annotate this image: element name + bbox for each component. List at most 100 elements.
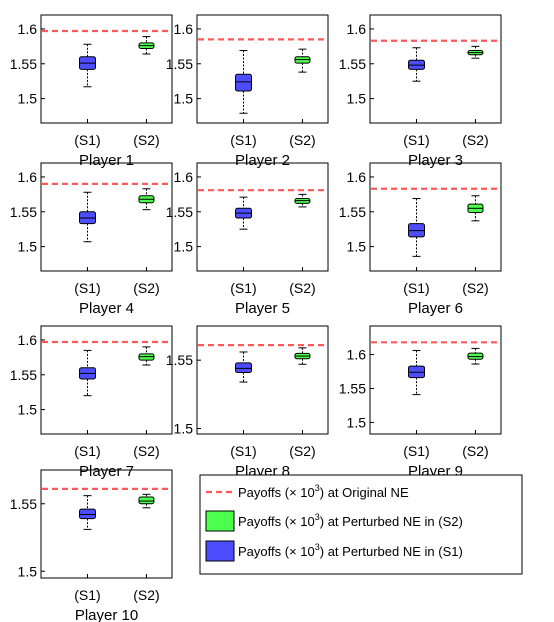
axes-frame [40, 162, 173, 272]
panel-5: 1.5 1.55 1.6 (S1) (S2) Player 5 [166, 162, 329, 317]
legend-s1-swatch [205, 540, 235, 562]
legend-s2-swatch [205, 510, 235, 532]
panel-7: 1.5 1.55 1.6 (S1) (S2) Player 7 [10, 325, 173, 480]
panel-4: 1.5 1.55 1.6 (S1) (S2) Player 4 [10, 162, 173, 317]
x-tick-label: (S1) [230, 132, 256, 148]
y-tick-label: 1.6 [18, 332, 38, 348]
y-tick-label: 1.5 [18, 91, 38, 107]
axes-frame [40, 14, 173, 124]
y-tick-label: 1.5 [18, 563, 38, 579]
x-tick-label: (S2) [462, 443, 488, 459]
x-tick-label: (S1) [74, 280, 100, 296]
x-tick-label: (S2) [289, 443, 315, 459]
box-s1 [79, 191, 97, 243]
y-tick-label: 1.6 [347, 347, 367, 363]
x-tick-label: (S1) [403, 280, 429, 296]
panel-title: Player 10 [75, 607, 138, 622]
box-s2 [467, 195, 484, 222]
axes-frame [369, 325, 502, 435]
y-tick-label: 1.55 [10, 204, 37, 220]
x-tick-label: (S1) [230, 280, 256, 296]
box-s1 [235, 196, 253, 230]
box-body [235, 73, 253, 92]
box-s2 [138, 346, 155, 366]
x-tick-label: (S2) [133, 280, 159, 296]
box-s2 [294, 347, 311, 365]
legend-s1-label: Payoffs (× 103) at Perturbed NE in (S1) [238, 542, 463, 559]
axes-frame [369, 14, 502, 124]
y-tick-label: 1.5 [174, 421, 194, 437]
y-tick-label: 1.5 [174, 239, 194, 255]
y-tick-label: 1.55 [10, 56, 37, 72]
panel-3: 1.5 1.55 1.6 (S1) (S2) Player 3 [339, 14, 502, 169]
panels: 1.5 1.55 1.6 (S1) (S2) Player 1 1.5 1.55 1.6 (S1)… [10, 14, 502, 622]
y-tick-label: 1.5 [174, 91, 194, 107]
axes-frame [196, 325, 329, 435]
panel-8: 1.51.55(S1) (S2)Player 8 [166, 325, 329, 480]
y-tick-label: 1.6 [174, 21, 194, 37]
box-s1 [408, 198, 426, 257]
box-body [138, 496, 155, 505]
panel-6: 1.5 1.55 1.6 (S1) (S2) Player 6 [339, 162, 502, 317]
axes-frame [369, 162, 502, 272]
x-tick-label: (S2) [289, 132, 315, 148]
panel-9: 1.51.551.6(S1) (S2)Player 9 [339, 325, 502, 480]
box-s1 [79, 43, 97, 88]
y-tick-label: 1.55 [166, 56, 193, 72]
y-tick-label: 1.55 [166, 204, 193, 220]
y-tick-label: 1.6 [347, 21, 367, 37]
panel-2: 1.5 1.55 1.6 (S1) (S2) Player 2 [166, 14, 329, 169]
legend: Payoffs (× 103) at Original NE Payoffs (… [199, 474, 523, 575]
panel-title: Player 3 [408, 152, 463, 169]
panel-title: Player 1 [79, 152, 134, 169]
panel-title: Player 2 [235, 152, 290, 169]
panel-10: 1.5 1.55 (S1) (S2) Player 10 [10, 469, 173, 622]
axes-frame [40, 325, 173, 435]
x-tick-label: (S2) [133, 587, 159, 603]
box-s1 [79, 349, 97, 397]
y-tick-label: 1.55 [339, 380, 366, 396]
box-s2 [138, 36, 155, 55]
y-tick-label: 1.5 [18, 239, 38, 255]
box-s2 [294, 48, 311, 73]
y-tick-label: 1.6 [174, 169, 194, 185]
box-body [79, 508, 97, 520]
box-s1 [408, 47, 426, 82]
panel-title: Player 7 [79, 463, 134, 480]
y-tick-label: 1.55 [339, 204, 366, 220]
box-s1 [408, 349, 426, 396]
x-tick-label: (S2) [462, 280, 488, 296]
y-tick-label: 1.6 [18, 169, 38, 185]
box-s2 [294, 193, 311, 208]
box-s1 [235, 351, 253, 383]
x-tick-label: (S1) [74, 443, 100, 459]
legend-s2-label: Payoffs (× 103) at Perturbed NE in (S2) [238, 512, 463, 529]
box-s2 [467, 347, 484, 365]
x-tick-label: (S2) [133, 443, 159, 459]
legend-ne-label: Payoffs (× 103) at Original NE [238, 483, 409, 500]
panel-title: Player 6 [408, 300, 463, 317]
box-s1 [235, 50, 253, 114]
panel-title: Player 4 [79, 300, 134, 317]
y-tick-label: 1.5 [347, 239, 367, 255]
y-tick-label: 1.55 [339, 56, 366, 72]
box-s2 [138, 188, 155, 211]
y-tick-label: 1.55 [10, 496, 37, 512]
x-tick-label: (S1) [403, 132, 429, 148]
x-tick-label: (S1) [74, 587, 100, 603]
y-tick-label: 1.6 [347, 169, 367, 185]
axes-frame [40, 469, 173, 579]
x-tick-label: (S1) [74, 132, 100, 148]
axes-frame [196, 162, 329, 272]
x-tick-label: (S1) [230, 443, 256, 459]
y-tick-label: 1.5 [18, 402, 38, 418]
x-tick-label: (S2) [462, 132, 488, 148]
y-tick-label: 1.55 [10, 367, 37, 383]
box-s1 [79, 495, 97, 530]
box-s2 [467, 45, 484, 59]
y-tick-label: 1.5 [347, 414, 367, 430]
y-tick-label: 1.5 [347, 91, 367, 107]
y-tick-label: 1.55 [166, 352, 193, 368]
box-body [235, 362, 253, 373]
x-tick-label: (S2) [289, 280, 315, 296]
